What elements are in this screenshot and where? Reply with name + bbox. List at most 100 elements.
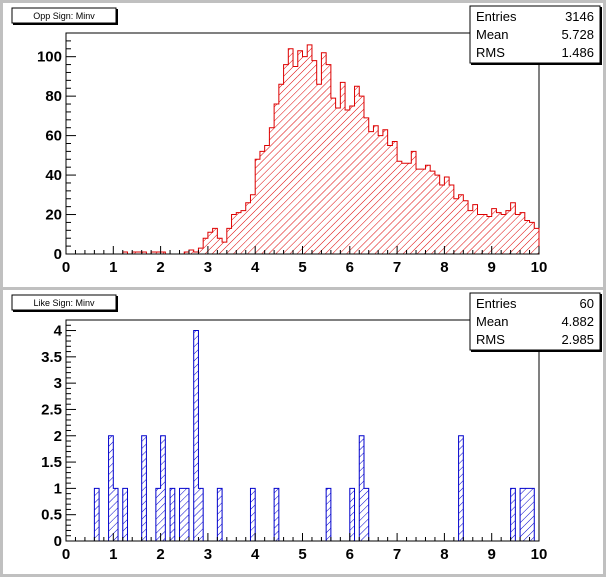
histogram-bin (217, 488, 223, 541)
histogram-bin (245, 202, 251, 254)
histogram-bin (515, 214, 521, 254)
y-tick-label: 0 (54, 246, 62, 263)
histogram-bin (288, 48, 294, 255)
histogram-bin (141, 435, 147, 541)
histogram-bin (340, 82, 346, 255)
histogram-bin (510, 202, 516, 254)
histogram-bin (368, 131, 374, 254)
histogram-bin (155, 252, 161, 254)
histogram-bin (420, 169, 426, 254)
plot-frame (65, 319, 540, 542)
y-tick-label: 60 (45, 128, 62, 145)
histogram-bin (529, 488, 535, 541)
histogram-bin (316, 84, 322, 254)
histogram-bin (378, 135, 383, 254)
histogram-bin (330, 98, 336, 254)
like-sign-histogram: 0 1 2 3 4 5 6 7 8 9 10 0 0.5 1 1.5 2 2.5 3 3.5 4 Like Sign:… (11, 292, 602, 563)
histogram-bin (212, 228, 218, 254)
top-histogram-pad: 0 1 2 3 4 5 6 7 8 9 10 0 20 40 60 80 100 Opp Sign: Minv … (3, 3, 603, 287)
histogram-bin (430, 171, 435, 254)
histogram-bin (193, 252, 199, 254)
histogram-bin (326, 488, 331, 541)
histogram-bin (94, 488, 100, 541)
histogram-bin (151, 252, 156, 254)
histogram-bin (392, 141, 398, 254)
histogram-bin (458, 435, 464, 541)
y-tick-label: 4 (54, 323, 63, 340)
stats-box (469, 5, 601, 64)
y-tick-label: 2 (54, 428, 62, 445)
histogram-bin (259, 151, 265, 254)
y-tick-label: 3 (54, 375, 62, 392)
x-tick-label: 5 (298, 259, 306, 276)
y-tick-label: 20 (45, 207, 62, 224)
histogram-title: Like Sign: Minv (33, 298, 95, 308)
stats-label: RMS (476, 45, 505, 60)
histogram-bin (439, 184, 445, 254)
stats-value: 60 (580, 296, 594, 311)
x-tick-label: 10 (531, 259, 548, 276)
histogram-bin (373, 125, 379, 254)
histogram-bin (359, 435, 364, 541)
histogram-bin (359, 96, 364, 255)
histogram-bin (505, 210, 511, 254)
histogram-bin (335, 107, 341, 254)
x-tick-label: 5 (298, 546, 306, 563)
x-tick-label: 4 (251, 259, 260, 276)
y-tick-label: 100 (37, 49, 62, 66)
histogram-bin (255, 159, 260, 254)
histogram-bin (482, 214, 487, 254)
histogram-bin (468, 210, 473, 254)
histogram-bin (524, 220, 530, 254)
histogram-bin (387, 145, 393, 254)
histogram-bin (401, 163, 407, 254)
histogram-bin (250, 194, 256, 254)
stats-label: Entries (476, 9, 517, 24)
histogram-bin (184, 252, 189, 254)
histogram-bin (326, 64, 331, 254)
histogram-bin (136, 252, 142, 254)
histogram-bin (264, 145, 270, 254)
x-tick-label: 2 (156, 259, 164, 276)
stats-label: Mean (476, 27, 509, 42)
histogram-bin (250, 488, 256, 541)
histogram-bin (477, 214, 483, 254)
histogram-bin (226, 228, 232, 254)
histogram-bin (236, 212, 242, 254)
histogram-bin (524, 488, 530, 541)
histogram-bin (160, 252, 166, 254)
x-tick-label: 8 (440, 259, 448, 276)
histogram-bin (411, 151, 417, 254)
histogram-bin (122, 488, 128, 541)
histogram-bin (349, 488, 355, 541)
histogram-bin (354, 86, 360, 254)
y-tick-label: 0.5 (41, 507, 62, 524)
histogram-bin (198, 248, 204, 254)
histogram-bin (293, 66, 298, 254)
x-tick-label: 9 (488, 546, 496, 563)
histogram-bin (434, 175, 440, 254)
stats-value: 5.728 (561, 27, 594, 42)
stats-value: 3146 (565, 9, 594, 24)
histogram-bin (416, 169, 421, 254)
x-tick-label: 8 (440, 546, 448, 563)
histogram-bin (160, 435, 166, 541)
y-tick-label: 0 (54, 533, 62, 550)
histogram-bin (132, 252, 137, 254)
histogram-bin (458, 194, 464, 254)
stats-label: Entries (476, 296, 517, 311)
bottom-histogram-pad: 0 1 2 3 4 5 6 7 8 9 10 0 0.5 1 1.5 2 2.5 3 3.5 4 Like Sign:… (3, 290, 603, 574)
histogram-bin (510, 488, 516, 541)
histogram-bin (397, 161, 402, 254)
x-tick-label: 2 (156, 546, 164, 563)
histogram-bin (529, 222, 535, 254)
histogram-bin (155, 488, 161, 541)
histogram-bin (302, 56, 308, 254)
histogram-bin (453, 198, 459, 254)
histogram-bin (472, 204, 478, 254)
x-tick-label: 1 (109, 259, 117, 276)
histogram-bin (241, 210, 246, 254)
histogram-bin (425, 165, 431, 254)
stats-value: 4.882 (561, 314, 594, 329)
